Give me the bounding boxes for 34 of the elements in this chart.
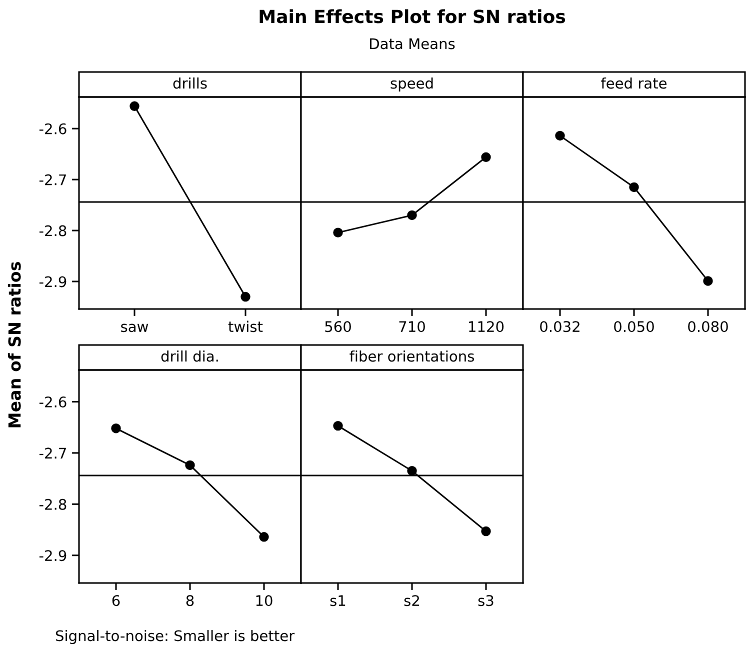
y-tick-label: -2.9 xyxy=(39,550,66,562)
y-tick-label: -2.8 xyxy=(39,498,66,510)
x-tick-label: 8 xyxy=(186,595,194,606)
chart-title: feed rate xyxy=(601,77,667,89)
x-tick-label: s3 xyxy=(478,595,494,606)
x-tick-label: saw xyxy=(121,324,148,332)
x-tick-label: 6 xyxy=(112,595,120,606)
x-tick-label: s1 xyxy=(330,595,346,606)
text: Signal-to-noise: Smaller is better xyxy=(56,630,295,644)
x-tick-label: 710 xyxy=(399,321,425,332)
text: Data Means xyxy=(370,38,455,50)
y-tick-label: -2.6 xyxy=(39,396,66,408)
x-tick-label: 0.050 xyxy=(614,321,654,332)
point xyxy=(185,460,195,470)
y-tick-label: -2.6 xyxy=(39,123,66,134)
point xyxy=(111,424,121,434)
x-tick-label: 0.032 xyxy=(540,321,580,332)
x-tick-label: twist xyxy=(228,320,263,332)
x-tick-label: 10 xyxy=(256,595,272,606)
chart-title: speed xyxy=(390,77,433,92)
chart-title: drills xyxy=(173,77,207,89)
y-tick-label: -2.9 xyxy=(39,276,66,288)
y-axis-title: Mean of SN ratios xyxy=(8,262,21,428)
x-tick-label: 560 xyxy=(325,321,351,332)
chart-title: fiber orientations xyxy=(350,350,474,362)
y-tick-label: -2.8 xyxy=(39,225,66,236)
x-tick-label: s2 xyxy=(404,595,419,606)
point xyxy=(259,532,269,542)
text: Main Effects Plot for SN ratios xyxy=(260,9,566,24)
y-tick-label: -2.7 xyxy=(39,448,66,458)
x-tick-label: 1120 xyxy=(469,321,504,332)
chart-title: drill dia. xyxy=(161,350,218,362)
y-tick-label: -2.7 xyxy=(39,174,66,186)
x-tick-label: 0.080 xyxy=(688,321,728,332)
